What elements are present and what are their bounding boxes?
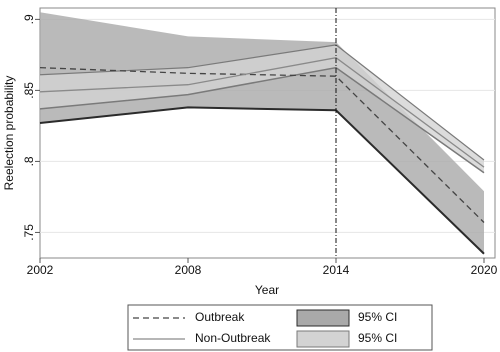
ci-band bbox=[40, 44, 484, 173]
legend bbox=[127, 304, 433, 351]
y-tick-label: .85 bbox=[22, 82, 36, 99]
ci-lower bbox=[39, 106, 485, 255]
y-axis-label: Reelection probability bbox=[2, 76, 16, 191]
ci-lower bbox=[39, 66, 485, 174]
legend-label: 95% CI bbox=[358, 310, 397, 324]
series-line bbox=[39, 67, 485, 223]
series-line bbox=[39, 57, 485, 168]
legend-swatch bbox=[296, 330, 350, 348]
y-tick-label: .75 bbox=[22, 224, 36, 241]
x-tick-label: 2008 bbox=[175, 263, 202, 277]
y-tick-label: .9 bbox=[22, 14, 36, 24]
legend-label: 95% CI bbox=[358, 331, 397, 345]
legend-label: Non-Outbreak bbox=[195, 331, 271, 345]
x-tick-label: 2002 bbox=[27, 263, 54, 277]
x-tick-label: 2014 bbox=[323, 263, 350, 277]
ci-upper bbox=[39, 44, 485, 161]
legend-label: Outbreak bbox=[195, 310, 245, 324]
x-axis-label: Year bbox=[255, 283, 279, 297]
y-tick-label: .8 bbox=[22, 156, 36, 166]
legend-swatch bbox=[296, 309, 350, 327]
x-tick-label: 2020 bbox=[471, 263, 498, 277]
